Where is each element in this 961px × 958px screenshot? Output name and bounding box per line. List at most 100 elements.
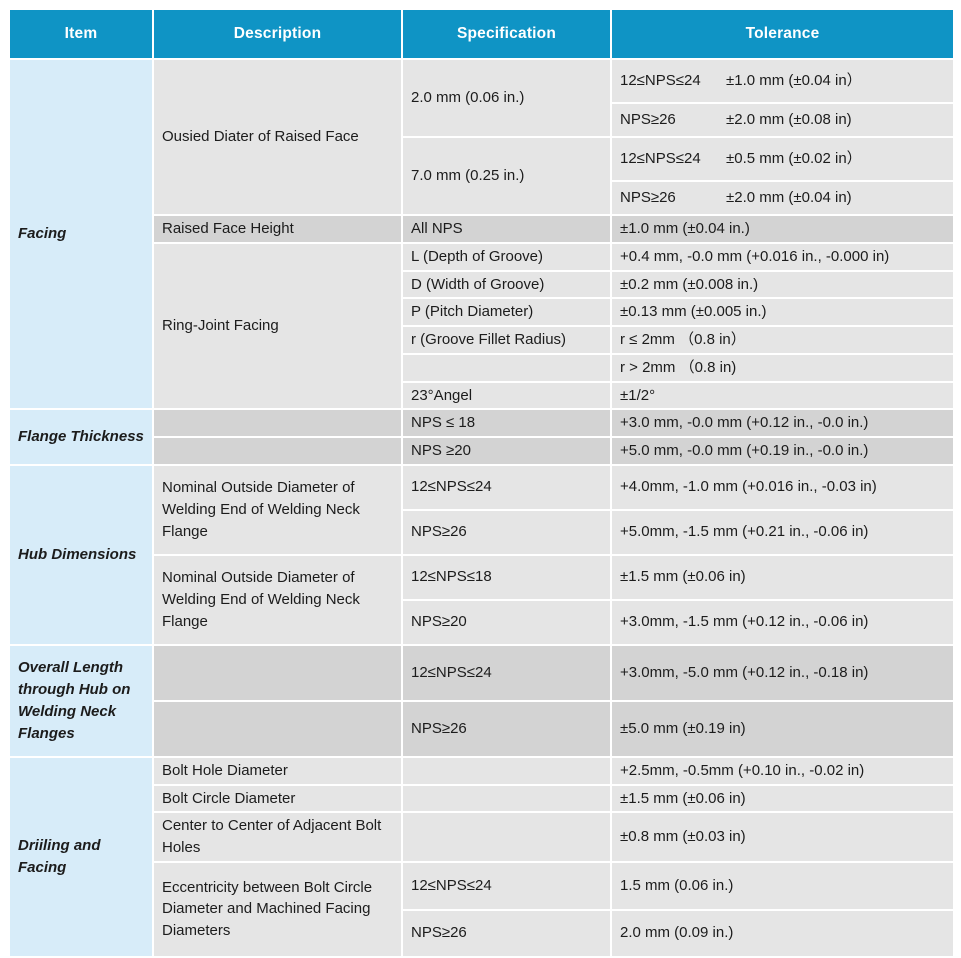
table-row: D (Width of Groove) ±0.2 mm (±0.008 in.) xyxy=(9,269,955,300)
tolerance-value-text: ±0.5 mm (±0.02 in） xyxy=(726,150,862,168)
specification-cell: P (Pitch Diameter) xyxy=(401,297,612,327)
tolerance-cell: +0.4 mm, -0.0 mm (+0.016 in., -0.000 in) xyxy=(610,241,955,272)
tolerance-cell: 12≤NPS≤24 ±1.0 mm (±0.04 in） xyxy=(610,58,955,104)
specification-cell: All NPS xyxy=(401,214,612,244)
tolerance-cell: ±1/2° xyxy=(610,380,955,411)
table-row: NPS≥26 ±2.0 mm (±0.04 in) xyxy=(9,180,955,216)
table-row: NPS ≥20 +5.0 mm, -0.0 mm (+0.19 in., -0.0… xyxy=(9,436,955,466)
flange-tolerance-page: Item Description Specification Tolerance… xyxy=(8,8,955,958)
specification-cell: 7.0 mm (0.25 in.) xyxy=(401,136,612,216)
specification-cell: NPS≥26 xyxy=(401,908,612,958)
column-header-specification: Specification xyxy=(401,8,612,60)
tolerance-cell: +2.5mm, -0.5mm (+0.10 in., -0.02 in) xyxy=(610,755,955,786)
table-row: Ring-Joint Facing L (Depth of Groove) +0.4… xyxy=(9,241,955,411)
nps-range-text: NPS≥26 xyxy=(620,189,676,207)
tolerance-cell: ±1.5 mm (±0.06 in) xyxy=(610,553,955,601)
table-row: Flange Thickness NPS ≤ 18 +3.0 mm, -0.0 mm… xyxy=(8,408,955,466)
tolerance-cell: 12≤NPS≤24 ±0.5 mm (±0.02 in） xyxy=(610,136,955,182)
specification-cell: 12≤NPS≤24 xyxy=(401,463,612,511)
item-cell: Hub Dimensions xyxy=(8,463,154,646)
tolerance-cell: +3.0mm, -5.0 mm (+0.12 in., -0.18 in) xyxy=(610,643,955,702)
tolerance-cell: +3.0mm, -1.5 mm (+0.12 in., -0.06 in) xyxy=(610,598,955,646)
table-row: NPS≥26 ±5.0 mm (±0.19 in) xyxy=(9,699,955,758)
tolerance-cell: 1.5 mm (0.06 in.) xyxy=(610,860,955,911)
tolerance-cell: r ≤ 2mm （0.8 in） xyxy=(610,325,955,355)
item-cell: Driiling and Facing xyxy=(8,755,154,958)
description-cell: Ousied Diater of Raised Face xyxy=(152,58,403,216)
table-row: Bolt Circle Diameter ±1.5 mm (±0.06 in) xyxy=(9,783,955,814)
nps-range-text: 12≤NPS≤24 xyxy=(620,150,701,168)
tolerance-cell: NPS≥26 ±2.0 mm (±0.08 in) xyxy=(610,102,955,138)
tolerance-cell: ±0.2 mm (±0.008 in.) xyxy=(610,269,955,300)
item-cell: Facing xyxy=(8,57,154,411)
table-row: P (Pitch Diameter) ±0.13 mm (±0.005 in.) xyxy=(9,297,955,327)
specification-cell: L (Depth of Groove) xyxy=(401,241,612,272)
specification-cell: 23°Angel xyxy=(401,380,612,411)
table-row: 23°Angel ±1/2° xyxy=(9,380,955,411)
description-cell: Nominal Outside Diameter of Welding End … xyxy=(152,463,403,556)
table-row: Raised Face Height All NPS ±1.0 mm (±0.04 … xyxy=(9,214,955,244)
specification-cell: D (Width of Groove) xyxy=(401,269,612,300)
tolerance-cell: 2.0 mm (0.09 in.) xyxy=(610,908,955,958)
item-cell: Overall Length through Hub on Welding Ne… xyxy=(8,643,154,758)
tolerance-cell: +4.0mm, -1.0 mm (+0.016 in., -0.03 in) xyxy=(610,463,955,511)
description-cell xyxy=(152,643,403,702)
description-cell: Center to Center of Adjacent Bolt Holes xyxy=(152,811,403,863)
description-cell: Nominal Outside Diameter of Welding End … xyxy=(152,553,403,646)
tolerance-value-text: ±1.0 mm (±0.04 in） xyxy=(726,72,862,90)
nps-range-text: NPS≥26 xyxy=(620,111,676,129)
table-row: r > 2mm （0.8 in) xyxy=(9,352,955,383)
description-cell: Ring-Joint Facing xyxy=(152,241,403,411)
specification-cell xyxy=(401,783,612,814)
table-row: r (Groove Fillet Radius) r ≤ 2mm （0.8 in） xyxy=(9,325,955,355)
description-cell xyxy=(152,408,403,438)
tolerance-cell: r > 2mm （0.8 in) xyxy=(610,352,955,383)
description-cell: Bolt Circle Diameter xyxy=(152,783,403,814)
specification-cell: NPS≥26 xyxy=(401,699,612,758)
table-row: Facing Ousied Diater of Raised Face 2.0 mm… xyxy=(8,57,955,411)
specification-cell: NPS ≥20 xyxy=(401,436,612,466)
tolerance-table: Item Description Specification Tolerance… xyxy=(8,8,955,958)
tolerance-cell: +5.0mm, -1.5 mm (+0.21 in., -0.06 in) xyxy=(610,508,955,556)
description-cell: Bolt Hole Diameter xyxy=(152,755,403,786)
specification-cell xyxy=(401,352,612,383)
tolerance-value-text: ±2.0 mm (±0.04 in) xyxy=(726,189,852,207)
tolerance-cell: ±1.5 mm (±0.06 in) xyxy=(610,783,955,814)
description-cell: Eccentricity between Bolt Circle Diamete… xyxy=(152,860,403,958)
tolerance-cell: +3.0 mm, -0.0 mm (+0.12 in., -0.0 in.) xyxy=(610,408,955,438)
item-cell: Flange Thickness xyxy=(8,408,154,466)
description-cell xyxy=(152,699,403,758)
table-header-row: Item Description Specification Tolerance xyxy=(8,8,955,60)
specification-cell: r (Groove Fillet Radius) xyxy=(401,325,612,355)
tolerance-cell: NPS≥26 ±2.0 mm (±0.04 in) xyxy=(610,180,955,216)
specification-cell xyxy=(401,755,612,786)
table-row: Center to Center of Adjacent Bolt Holes ±… xyxy=(9,811,955,863)
table-row: Eccentricity between Bolt Circle Diamete… xyxy=(9,860,955,958)
table-row: NPS≥26 +5.0mm, -1.5 mm (+0.21 in., -0.06 … xyxy=(9,508,955,556)
specification-cell: 12≤NPS≤24 xyxy=(401,643,612,702)
specification-cell: NPS≥26 xyxy=(401,508,612,556)
tolerance-cell: ±0.8 mm (±0.03 in) xyxy=(610,811,955,863)
tolerance-cell: ±1.0 mm (±0.04 in.) xyxy=(610,214,955,244)
specification-cell: 2.0 mm (0.06 in.) xyxy=(401,58,612,138)
tolerance-cell: +5.0 mm, -0.0 mm (+0.19 in., -0.0 in.) xyxy=(610,436,955,466)
tolerance-cell: ±0.13 mm (±0.005 in.) xyxy=(610,297,955,327)
table-row: Nominal Outside Diameter of Welding End … xyxy=(9,553,955,646)
column-header-item: Item xyxy=(8,8,154,60)
column-header-description: Description xyxy=(152,8,403,60)
specification-cell: 12≤NPS≤18 xyxy=(401,553,612,601)
description-cell: Raised Face Height xyxy=(152,214,403,244)
specification-cell: 12≤NPS≤24 xyxy=(401,860,612,911)
table-row: 7.0 mm (0.25 in.) 12≤NPS≤24 ±0.5 mm (±0.02… xyxy=(9,136,955,216)
specification-cell: NPS≥20 xyxy=(401,598,612,646)
tolerance-value-text: ±2.0 mm (±0.08 in) xyxy=(726,111,852,129)
table-row: Overall Length through Hub on Welding Ne… xyxy=(8,643,955,758)
table-row: NPS≥26 ±2.0 mm (±0.08 in) xyxy=(9,102,955,138)
table-row: NPS≥20 +3.0mm, -1.5 mm (+0.12 in., -0.06 … xyxy=(9,598,955,646)
nps-range-text: 12≤NPS≤24 xyxy=(620,72,701,90)
column-header-tolerance: Tolerance xyxy=(610,8,955,60)
specification-cell: NPS ≤ 18 xyxy=(401,408,612,438)
description-cell xyxy=(152,436,403,466)
specification-cell xyxy=(401,811,612,863)
table-row: Driiling and Facing Bolt Hole Diameter +2.… xyxy=(8,755,955,958)
